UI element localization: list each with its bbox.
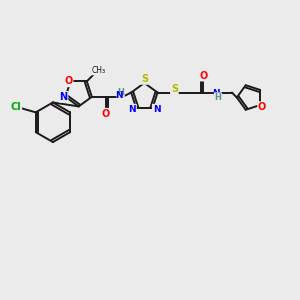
Text: O: O — [199, 71, 207, 81]
Text: N: N — [153, 104, 160, 113]
Text: H: H — [117, 88, 124, 98]
Text: O: O — [64, 76, 73, 86]
Text: N: N — [59, 92, 68, 102]
Text: S: S — [141, 74, 148, 84]
Text: N: N — [128, 104, 136, 113]
Text: O: O — [258, 102, 266, 112]
Text: CH₃: CH₃ — [92, 66, 106, 75]
Text: H: H — [214, 93, 221, 102]
Text: N: N — [212, 89, 220, 98]
Text: N: N — [115, 91, 122, 100]
Text: O: O — [102, 109, 110, 119]
Text: S: S — [171, 84, 178, 94]
Text: Cl: Cl — [11, 102, 21, 112]
